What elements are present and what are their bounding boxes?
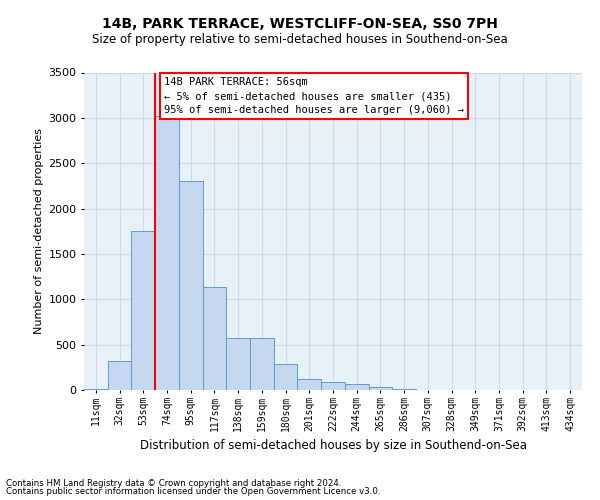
Bar <box>345 384 368 390</box>
Bar <box>179 182 203 390</box>
Bar <box>274 364 298 390</box>
Text: 14B, PARK TERRACE, WESTCLIFF-ON-SEA, SS0 7PH: 14B, PARK TERRACE, WESTCLIFF-ON-SEA, SS0… <box>102 18 498 32</box>
Bar <box>108 362 131 390</box>
Bar <box>250 338 274 390</box>
Bar <box>368 388 392 390</box>
Bar <box>131 231 155 390</box>
Bar <box>226 338 250 390</box>
X-axis label: Distribution of semi-detached houses by size in Southend-on-Sea: Distribution of semi-detached houses by … <box>139 439 527 452</box>
Text: Size of property relative to semi-detached houses in Southend-on-Sea: Size of property relative to semi-detach… <box>92 32 508 46</box>
Text: 14B PARK TERRACE: 56sqm
← 5% of semi-detached houses are smaller (435)
95% of se: 14B PARK TERRACE: 56sqm ← 5% of semi-det… <box>164 78 464 116</box>
Text: Contains public sector information licensed under the Open Government Licence v3: Contains public sector information licen… <box>6 488 380 496</box>
Bar <box>298 378 321 390</box>
Bar <box>155 116 179 390</box>
Bar <box>203 288 226 390</box>
Bar <box>321 382 345 390</box>
Y-axis label: Number of semi-detached properties: Number of semi-detached properties <box>34 128 44 334</box>
Text: Contains HM Land Registry data © Crown copyright and database right 2024.: Contains HM Land Registry data © Crown c… <box>6 478 341 488</box>
